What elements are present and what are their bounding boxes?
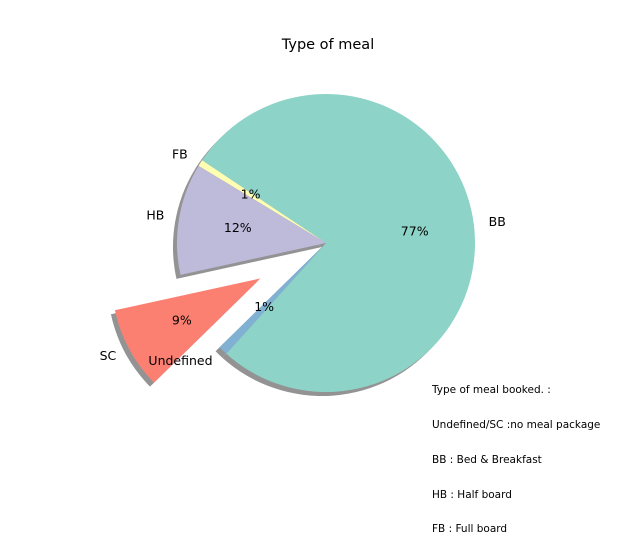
chart-title: Type of meal: [281, 37, 374, 53]
meal-type-legend-note: Type of meal booked. : Undefined/SC :no …: [432, 362, 600, 548]
slice-percent-hb: 12%: [224, 220, 252, 235]
slices: [114, 93, 476, 393]
note-line: BB : Bed & Breakfast: [432, 453, 542, 466]
note-line: HB : Half board: [432, 488, 512, 501]
pie-chart: Type of meal BB 77% FB 1% HB 12% SC 9% Undefined…: [100, 37, 506, 397]
note-line: Type of meal booked. :: [432, 384, 551, 397]
slice-percent-undefined: 1%: [254, 299, 274, 314]
note-line: FB : Full board: [432, 523, 508, 536]
slice-percent-bb: 77%: [401, 223, 429, 238]
slice-label-fb: FB: [172, 147, 188, 162]
slice-label-hb: HB: [146, 208, 164, 223]
slice-label-undefined: Undefined: [148, 353, 212, 368]
slice-label-sc: SC: [100, 348, 117, 363]
slice-label-bb: BB: [489, 214, 506, 229]
pie-slice-hb: [176, 165, 326, 275]
slice-percent-sc: 9%: [172, 312, 192, 327]
note-line: Undefined/SC :no meal package: [432, 418, 601, 431]
slice-percent-fb: 1%: [241, 187, 261, 202]
slice-labels: BB 77% FB 1% HB 12% SC 9% Undefined 1%: [100, 147, 506, 368]
pie-slice-sc: [114, 278, 261, 383]
pie-slice-undefined: [219, 243, 326, 354]
pie-slice-fb: [198, 160, 326, 243]
pie-slice-bb: [202, 93, 476, 393]
